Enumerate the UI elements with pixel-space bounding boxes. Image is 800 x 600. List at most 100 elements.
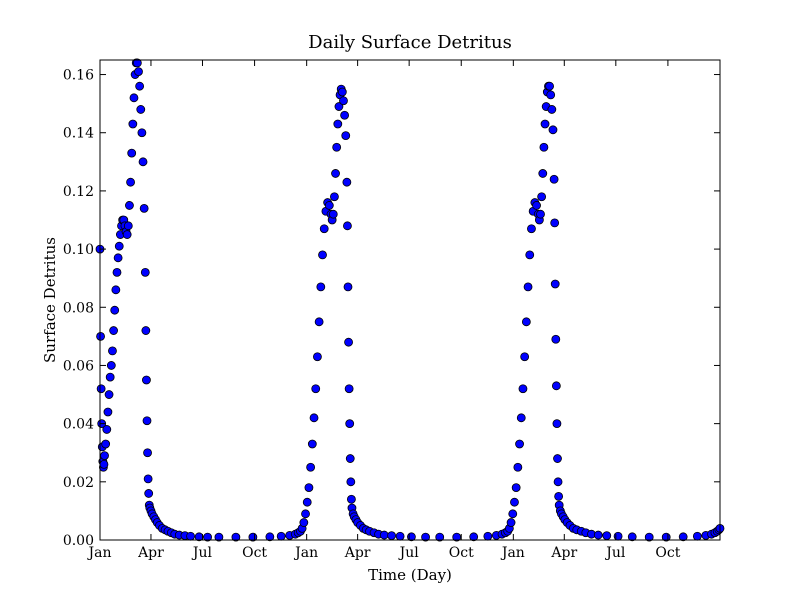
y-tick-label: 0.10 (63, 242, 94, 258)
data-point (506, 518, 516, 527)
y-tick-label: 0.12 (63, 184, 94, 200)
data-point (231, 532, 241, 542)
data-point (105, 372, 115, 382)
x-tick-label: Apr (137, 545, 164, 561)
data-point (627, 532, 637, 542)
x-tick-label: Jul (604, 545, 626, 561)
data-point (139, 203, 149, 213)
data-point (345, 454, 355, 463)
data-point (549, 174, 559, 184)
x-tick-label: Apr (550, 545, 577, 561)
data-point (106, 361, 116, 370)
data-point (333, 119, 343, 129)
data-point (314, 317, 324, 327)
x-tick-label: Jul (398, 545, 420, 561)
data-point (344, 337, 353, 347)
data-point (516, 413, 526, 423)
data-point (342, 177, 352, 187)
data-point (344, 384, 354, 394)
data-point (421, 532, 430, 542)
x-tick-label: Jan (500, 545, 525, 561)
y-tick-label: 0.16 (63, 68, 94, 84)
data-point (613, 531, 623, 541)
data-point (395, 531, 405, 541)
data-point (343, 282, 353, 292)
data-point (122, 230, 132, 239)
data-point (142, 416, 152, 426)
data-point (538, 169, 548, 178)
data-point (132, 58, 142, 68)
data-point (518, 384, 528, 394)
data-point (100, 451, 109, 461)
data-point (551, 334, 561, 344)
y-tick-label: 0.04 (63, 417, 94, 433)
data-point (435, 532, 445, 542)
data-point (265, 532, 275, 542)
data-point (311, 384, 321, 394)
data-point (301, 509, 310, 519)
data-point (523, 282, 533, 292)
data-point (483, 531, 493, 541)
data-point (334, 102, 344, 111)
x-tick-label: Oct (449, 545, 474, 561)
data-point (276, 531, 286, 541)
data-point (548, 125, 558, 135)
data-point (553, 477, 563, 487)
data-point (554, 491, 564, 501)
data-point (319, 224, 329, 234)
data-point (341, 131, 351, 141)
data-point (337, 87, 347, 97)
x-tick-label: Apr (344, 545, 371, 561)
y-axis-label: Surface Detritus (41, 237, 59, 363)
data-point (135, 81, 145, 91)
data-point (339, 96, 348, 106)
data-point (551, 381, 561, 391)
data-point (644, 532, 654, 542)
data-point (387, 531, 397, 541)
data-point (140, 267, 150, 277)
y-axis-ticks: 0.00 0.02 0.04 0.06 0.08 0.10 0.12 0.14 0.16 (63, 68, 720, 549)
data-point (553, 454, 562, 463)
data-point (313, 352, 322, 362)
data-point (508, 509, 518, 519)
x-tick-label: Jan (87, 545, 112, 561)
data-point (332, 142, 342, 152)
data-point (536, 209, 545, 219)
data-point (550, 279, 560, 289)
data-point (96, 331, 105, 341)
data-point (137, 128, 147, 138)
data-point (546, 90, 556, 100)
data-point (129, 93, 139, 103)
data-point (511, 483, 521, 493)
data-point (545, 81, 554, 91)
data-point (602, 531, 612, 541)
data-point (142, 375, 151, 385)
data-point (114, 241, 124, 251)
data-point (143, 448, 152, 458)
data-point (108, 346, 117, 356)
data-point (379, 530, 389, 540)
data-point (96, 384, 106, 394)
data-point (102, 425, 112, 434)
data-point (299, 518, 309, 527)
data-point (346, 494, 356, 504)
data-point (513, 462, 523, 472)
data-point (302, 497, 312, 507)
data-point (126, 177, 135, 187)
data-point (692, 531, 702, 541)
data-point (110, 305, 120, 315)
data-point (306, 462, 316, 472)
data-point (203, 532, 212, 542)
y-tick-label: 0.06 (63, 358, 94, 374)
data-point (318, 250, 327, 260)
data-point (113, 253, 123, 263)
data-point (678, 532, 688, 542)
data-point (127, 148, 137, 158)
data-point (136, 105, 146, 114)
data-point (525, 250, 535, 260)
x-tick-label: Jul (191, 545, 213, 561)
plot-frame (99, 59, 721, 541)
data-point (331, 169, 340, 178)
data-point (194, 532, 204, 542)
